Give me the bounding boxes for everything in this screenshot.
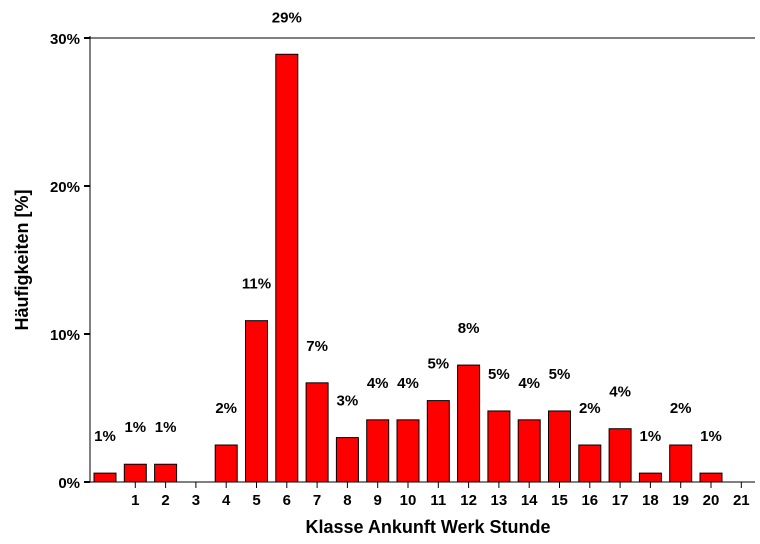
- bar-value-label: 29%: [272, 9, 302, 26]
- bar-value-label: 1%: [155, 419, 177, 436]
- bar-value-label: 2%: [215, 400, 237, 417]
- bar-value-label: 5%: [488, 366, 510, 383]
- x-tick-label: 1: [131, 492, 139, 509]
- bar: [548, 410, 571, 483]
- x-tick-label: 19: [672, 492, 689, 509]
- x-tick-label: 10: [400, 492, 417, 509]
- bar: [123, 463, 147, 483]
- y-axis-title: Häufigkeiten [%]: [12, 189, 32, 330]
- bar-value-label: 2%: [579, 400, 601, 417]
- x-axis: 1 2 3 4 5 6 7 8 9 10 11 12 13 14 15 16 17 18 19 20 21: [131, 482, 750, 509]
- y-tick-label: 10%: [50, 327, 80, 344]
- bar-value-label: 1%: [700, 428, 722, 445]
- bar-value-label: 11%: [242, 276, 271, 293]
- bar: [487, 410, 511, 483]
- bar: [608, 428, 632, 483]
- bar-value-label: 4%: [367, 375, 389, 392]
- bar: [638, 472, 662, 483]
- bar: [578, 444, 602, 483]
- y-axis: 0% 10% 20% 30%: [50, 31, 90, 492]
- x-tick-label: 5: [252, 492, 260, 509]
- bar-value-label: 1%: [94, 428, 116, 445]
- x-tick-label: 21: [733, 492, 750, 509]
- x-tick-label: 8: [343, 492, 351, 509]
- bar: [335, 437, 359, 483]
- bar: [426, 400, 450, 483]
- bar-value-label: 1%: [640, 428, 662, 445]
- x-tick-label: 20: [703, 492, 720, 509]
- bar: [396, 419, 420, 483]
- bar: [245, 320, 268, 483]
- x-tick-label: 12: [460, 492, 477, 509]
- bar: [366, 419, 390, 483]
- bar-value-label: 4%: [397, 375, 419, 392]
- bar-value-label: 1%: [124, 419, 146, 436]
- y-tick-label: 0%: [58, 475, 80, 492]
- bar-value-label: 4%: [609, 384, 631, 401]
- x-tick-label: 16: [581, 492, 598, 509]
- bar-value-label: 2%: [670, 400, 692, 417]
- bar-value-label: 5%: [549, 366, 571, 383]
- bar-labels: 1% 1% 1% 2% 11% 29% 7% 3% 4% 4% 5% 8% 5% 4% 5% 2% 4% 1% 2%…: [94, 9, 722, 445]
- x-tick-label: 11: [430, 492, 446, 509]
- bar: [214, 444, 238, 483]
- bar-value-label: 8%: [458, 320, 480, 337]
- bar-value-label: 4%: [518, 375, 540, 392]
- x-tick-label: 7: [313, 492, 321, 509]
- x-tick-label: 13: [491, 492, 508, 509]
- bar: [669, 444, 693, 483]
- x-tick-label: 17: [612, 492, 629, 509]
- bar: [457, 364, 481, 483]
- x-tick-label: 2: [161, 492, 169, 509]
- x-tick-label: 18: [642, 492, 659, 509]
- x-tick-label: 9: [374, 492, 382, 509]
- bar: [275, 53, 299, 483]
- x-tick-label: 6: [283, 492, 291, 509]
- x-tick-label: 4: [222, 492, 231, 509]
- bars: [93, 53, 723, 483]
- bar: [699, 472, 723, 483]
- bar: [93, 472, 117, 483]
- x-tick-label: 3: [192, 492, 200, 509]
- bar-value-label: 7%: [306, 338, 328, 355]
- bar-value-label: 5%: [427, 356, 449, 373]
- x-tick-label: 15: [551, 492, 568, 509]
- bar: [305, 382, 329, 483]
- y-tick-label: 30%: [50, 31, 80, 48]
- x-axis-title: Klasse Ankunft Werk Stunde: [305, 517, 550, 537]
- x-tick-label: 14: [521, 492, 538, 509]
- y-tick-label: 20%: [50, 179, 80, 196]
- bar: [517, 419, 541, 483]
- bar-value-label: 3%: [337, 393, 359, 410]
- bar: [154, 463, 178, 483]
